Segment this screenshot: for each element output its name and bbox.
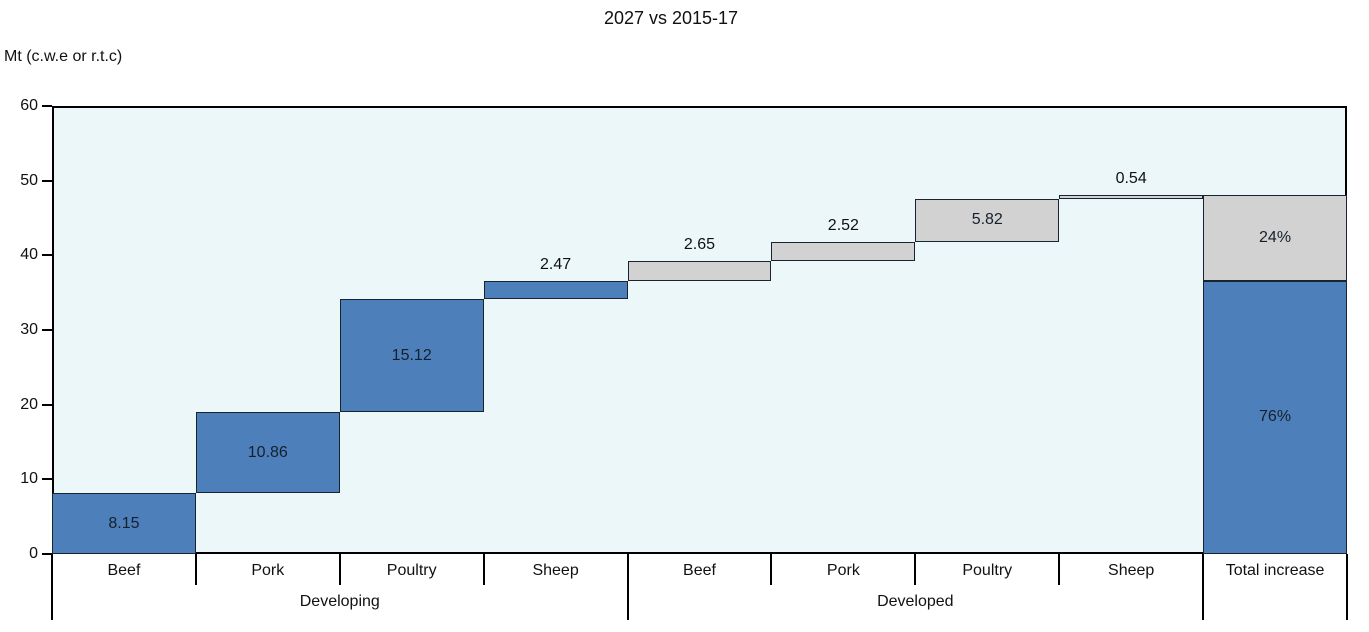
- bar-value-label: 2.52: [827, 217, 859, 235]
- group-separator-line: [1202, 554, 1205, 620]
- x-category-label: Poultry: [962, 562, 1013, 579]
- x-category-label: Pork: [251, 562, 285, 579]
- bar-value-label: 2.65: [683, 235, 716, 253]
- y-tick-label: 40: [20, 246, 38, 264]
- group-separator-line: [51, 554, 53, 620]
- y-tick-label: 60: [20, 97, 38, 114]
- category-tick-line: [194, 554, 197, 585]
- waterfall-bar-total-total-increase: [1203, 194, 1347, 281]
- chart-title: 2027 vs 2015-17: [603, 8, 739, 28]
- waterfall-bar-developing-beef: [52, 493, 196, 554]
- group-separator-line: [626, 554, 629, 620]
- bar-value-label: 10.86: [247, 443, 288, 461]
- x-category-label: Poultry: [386, 562, 437, 579]
- bar-value-label: 5.82: [971, 211, 1003, 229]
- y-axis-unit-label: Mt (c.w.e or r.t.c): [4, 48, 123, 65]
- y-tick-label: 50: [20, 171, 38, 189]
- x-category-label: Pork: [826, 562, 860, 579]
- bar-value-label: 2.47: [540, 255, 572, 273]
- waterfall-bar-total-total-increase: [1203, 280, 1347, 554]
- bar-value-label: 76%: [1259, 408, 1292, 426]
- y-tick-label: 0: [29, 545, 38, 562]
- category-tick-line: [338, 554, 341, 585]
- y-axis-tick: [42, 254, 52, 257]
- category-tick-line: [1058, 554, 1061, 585]
- group-separator-line: [1346, 554, 1348, 620]
- y-axis-tick: [42, 403, 52, 406]
- x-group-label-developing: Developing: [299, 593, 380, 610]
- waterfall-bar-developed-sheep: [1059, 194, 1204, 199]
- y-axis-tick: [42, 478, 52, 481]
- waterfall-bar-developing-pork: [195, 412, 340, 494]
- category-tick-line: [482, 554, 485, 585]
- waterfall-bar-developing-poultry: [339, 299, 484, 413]
- category-tick-line: [914, 554, 917, 585]
- x-category-label: Total increase: [1225, 562, 1325, 579]
- y-tick-label: 30: [20, 321, 38, 338]
- x-group-label-developed: Developed: [877, 593, 954, 610]
- bar-value-label: 0.54: [1115, 169, 1147, 187]
- bar-value-label: 15.12: [391, 346, 432, 364]
- category-tick-line: [770, 554, 773, 585]
- y-axis-tick: [42, 329, 52, 331]
- bar-value-label: 8.15: [108, 514, 140, 532]
- waterfall-bar-developed-pork: [771, 242, 916, 261]
- waterfall-bar-developed-poultry: [915, 198, 1060, 243]
- y-axis-tick: [42, 179, 52, 182]
- x-category-label: Beef: [107, 562, 141, 579]
- x-category-label: Sheep: [1108, 562, 1155, 579]
- y-tick-label: 20: [20, 395, 38, 413]
- x-category-label: Sheep: [532, 562, 579, 579]
- waterfall-bar-developing-sheep: [483, 280, 628, 300]
- x-category-label: Beef: [683, 562, 716, 579]
- y-axis-tick: [42, 553, 52, 555]
- waterfall-bar-developed-beef: [627, 260, 772, 281]
- y-axis-tick: [42, 105, 52, 107]
- y-tick-label: 10: [20, 470, 38, 488]
- bar-value-label: 24%: [1259, 228, 1292, 246]
